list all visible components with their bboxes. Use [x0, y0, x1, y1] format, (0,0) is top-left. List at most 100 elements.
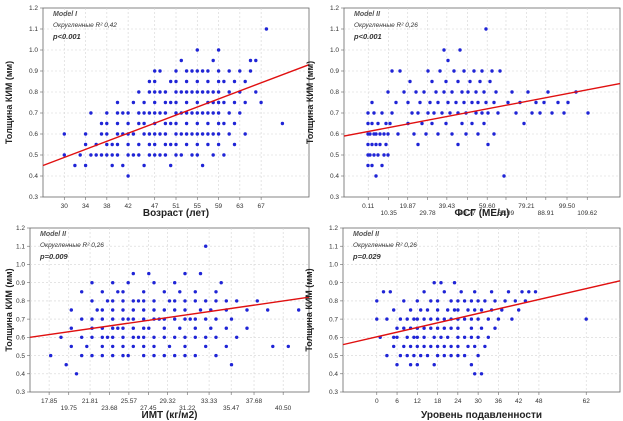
- data-point: [163, 153, 168, 157]
- data-point: [121, 317, 125, 321]
- data-point: [211, 111, 215, 115]
- data-point: [152, 335, 156, 339]
- data-point: [368, 153, 372, 157]
- data-point: [227, 69, 231, 73]
- y-tick-label: 0.9: [330, 68, 339, 75]
- data-point: [153, 111, 157, 115]
- data-point: [479, 308, 484, 312]
- data-point: [126, 142, 130, 147]
- data-point: [105, 111, 109, 115]
- data-point: [142, 335, 146, 339]
- x-tick-label: 25.57: [121, 398, 138, 405]
- data-point: [405, 317, 409, 321]
- data-point: [184, 121, 189, 126]
- data-point: [137, 90, 141, 94]
- data-point: [174, 153, 178, 157]
- data-point: [152, 308, 156, 312]
- data-point: [506, 100, 510, 105]
- data-point: [473, 372, 477, 376]
- data-point: [195, 69, 199, 73]
- data-point: [206, 142, 210, 147]
- data-point: [408, 344, 413, 349]
- data-point: [415, 335, 419, 339]
- data-point: [476, 335, 480, 339]
- data-point: [184, 79, 189, 84]
- data-point: [105, 153, 109, 157]
- data-point: [378, 132, 382, 136]
- data-point: [142, 290, 146, 294]
- data-point: [142, 344, 146, 349]
- data-point: [429, 317, 433, 321]
- data-point: [476, 132, 480, 136]
- data-point: [500, 308, 504, 312]
- data-point: [462, 69, 466, 73]
- data-point: [183, 344, 187, 349]
- data-point: [105, 142, 109, 147]
- data-point: [195, 100, 199, 105]
- data-point: [69, 344, 74, 349]
- data-point: [374, 174, 378, 178]
- data-point: [370, 121, 374, 126]
- data-point: [131, 335, 135, 339]
- data-point: [224, 326, 228, 330]
- data-point: [162, 335, 166, 339]
- data-point: [395, 335, 399, 339]
- data-point: [402, 326, 406, 330]
- data-point: [430, 121, 434, 126]
- data-point: [115, 111, 120, 115]
- data-point: [514, 111, 518, 115]
- data-point: [462, 335, 467, 339]
- x-tick-label: 67: [258, 203, 266, 210]
- data-point: [402, 299, 406, 303]
- data-point: [466, 308, 470, 312]
- data-point: [381, 290, 386, 294]
- data-point: [224, 344, 228, 349]
- data-point: [415, 299, 419, 303]
- data-point: [121, 299, 125, 303]
- data-point: [153, 100, 157, 105]
- y-tick-label: 0.9: [16, 280, 25, 287]
- data-point: [238, 111, 242, 115]
- data-point: [449, 326, 453, 330]
- r2-label: Округленные R² 0,26: [353, 242, 417, 249]
- data-point: [527, 290, 531, 294]
- data-point: [446, 100, 450, 105]
- data-point: [415, 363, 419, 367]
- data-point: [115, 121, 120, 126]
- data-point: [392, 344, 396, 349]
- r2-label: Округленные R² 0,42: [53, 22, 117, 29]
- data-point: [111, 299, 115, 303]
- data-point: [430, 79, 434, 84]
- data-point: [100, 344, 105, 349]
- data-point: [195, 132, 199, 136]
- data-point: [388, 290, 392, 294]
- data-point: [556, 100, 560, 105]
- data-point: [474, 90, 478, 94]
- data-point: [227, 90, 231, 94]
- data-point: [80, 317, 84, 321]
- data-point: [366, 121, 370, 126]
- data-point: [446, 58, 450, 63]
- data-point: [116, 290, 120, 294]
- x-tick-label: 30: [61, 203, 69, 210]
- data-point: [90, 335, 94, 339]
- data-point: [121, 308, 125, 312]
- x-tick-label: 88.91: [538, 210, 555, 217]
- data-point: [222, 121, 226, 126]
- data-point: [438, 69, 442, 73]
- data-point: [111, 344, 115, 349]
- data-point: [131, 100, 136, 105]
- x-tick-label: 37.68: [246, 398, 263, 405]
- data-point: [448, 111, 452, 115]
- data-point: [193, 290, 197, 294]
- data-point: [498, 69, 502, 73]
- y-tick-label: 0.5: [330, 152, 339, 159]
- data-point: [100, 308, 105, 312]
- data-point: [162, 290, 166, 294]
- data-point: [440, 111, 444, 115]
- y-tick-label: 0.3: [329, 389, 338, 396]
- data-point: [436, 100, 440, 105]
- r2-label: Округленные R² 0,26: [40, 242, 104, 249]
- chart-panel-1: 0.3 0.4 0.5 0.6 0.7 0.8 0.9 1.0 1.1 1.2 30 34 38 42 47…: [4, 5, 310, 219]
